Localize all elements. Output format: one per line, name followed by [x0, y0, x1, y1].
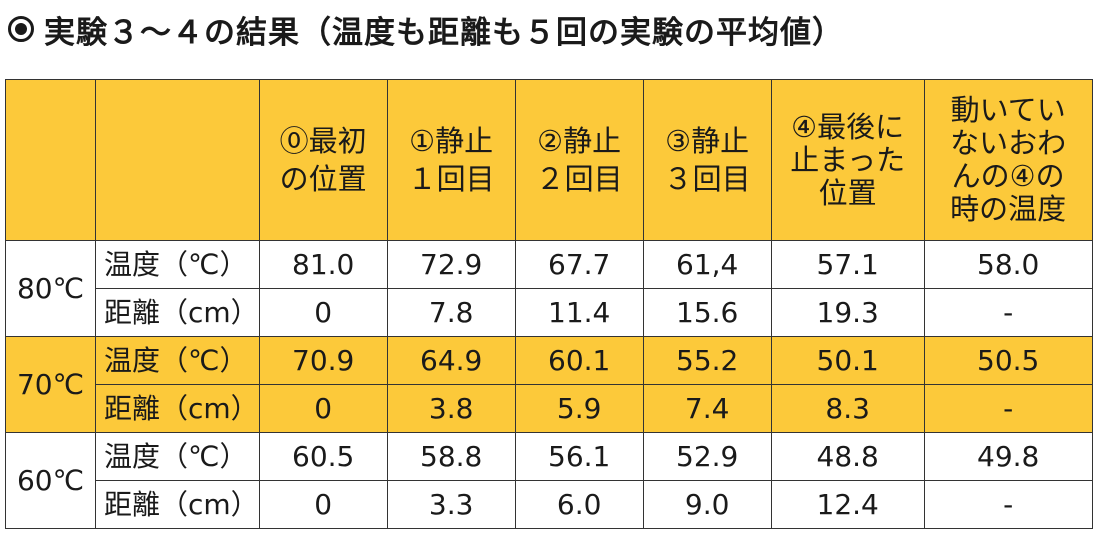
table-cell: 55.2	[642, 336, 772, 385]
table-cell: 5.9	[514, 384, 644, 433]
row-label: 温度（℃）	[104, 439, 248, 473]
table-cell: 64.9	[386, 336, 516, 385]
table-cell: 60.5	[258, 432, 388, 481]
table-cell: 19.3	[770, 288, 925, 337]
group-label: 80℃	[16, 271, 85, 305]
table-row: 距離（cm） 0 3.3 6.0 9.0 12.4-	[6, 480, 1093, 529]
group-label: 70℃	[16, 367, 85, 401]
table-cell: 81.0	[258, 240, 388, 289]
row-label: 距離（cm）	[104, 295, 259, 329]
table-cell: 52.9	[642, 432, 772, 481]
table-cell: 56.1	[514, 432, 644, 481]
table-cell: -	[923, 384, 1093, 433]
table-cell: -	[923, 480, 1093, 529]
table-row: 距離（cm） 0 3.8 5.9 7.4 8.3-	[6, 384, 1093, 433]
row-label-cell: 温度（℃）	[95, 336, 260, 385]
table-cell: 8.3	[770, 384, 925, 433]
group-label: 60℃	[16, 463, 85, 497]
table-cell: -	[923, 288, 1093, 337]
row-label: 温度（℃）	[104, 343, 248, 377]
row-label-cell: 距離（cm）	[95, 480, 260, 529]
header-cell-measure	[95, 79, 260, 241]
row-label-cell: 距離（cm）	[95, 288, 260, 337]
results-table: ⓪最初 の位置 ①静止 １回目 ②静止 ２回目 ③静止 ３回目 ④最後に 止まっ…	[5, 79, 1093, 529]
table-cell: 50.1	[770, 336, 925, 385]
page-title: 実験３～４の結果（温度も距離も５回の実験の平均値）	[8, 4, 844, 54]
row-label: 距離（cm）	[104, 391, 259, 425]
table-cell: 9.0	[642, 480, 772, 529]
group-label-cell: 80℃	[5, 240, 96, 337]
table-cell: 67.7	[514, 240, 644, 289]
header-label-stop-1: ①静止 １回目	[407, 124, 495, 196]
row-label-cell: 距離（cm）	[95, 384, 260, 433]
row-label-cell: 温度（℃）	[95, 432, 260, 481]
table-cell: 70.9	[258, 336, 388, 385]
header-cell-final-position: ④最後に 止まった 位置	[770, 79, 925, 241]
page-title-text: 実験３～４の結果（温度も距離も５回の実験の平均値）	[44, 14, 844, 51]
row-label-cell: 温度（℃）	[95, 240, 260, 289]
row-label: 温度（℃）	[104, 247, 248, 281]
table-body: 80℃ 温度（℃） 81.0 72.9 67.7 61,4 57.1 58.0 距離（cm） 0 7…	[5, 240, 1093, 529]
header-label-static-bowl-temp: 動いてい ないおわ んの④の 時の温度	[950, 93, 1067, 226]
header-cell-stop-2: ②静止 ２回目	[514, 79, 644, 241]
table-row: 距離（cm） 0 7.8 11.4 15.6 19.3-	[6, 288, 1093, 337]
header-label-stop-2: ②静止 ２回目	[535, 124, 623, 196]
table-cell: 58.8	[386, 432, 516, 481]
header-label-stop-3: ③静止 ３回目	[663, 124, 751, 196]
table-cell: 3.3	[386, 480, 516, 529]
table-cell: 3.8	[386, 384, 516, 433]
table-cell: 61,4	[642, 240, 772, 289]
table-row: 70℃ 温度（℃） 70.9 64.9 60.1 55.2 50.1 50.5	[5, 336, 1093, 433]
table-cell: 48.8	[770, 432, 925, 481]
table-row: 60℃ 温度（℃） 60.5 58.8 56.1 52.9 48.8 49.8	[5, 432, 1093, 529]
group-label-cell: 70℃	[5, 336, 96, 433]
header-cell-stop-3: ③静止 ３回目	[642, 79, 772, 241]
table-cell: 0	[258, 288, 388, 337]
table-cell: 50.5	[923, 336, 1093, 385]
bullet-icon	[8, 16, 34, 42]
table-cell: 11.4	[514, 288, 644, 337]
row-label: 距離（cm）	[104, 487, 259, 521]
table-cell: 60.1	[514, 336, 644, 385]
group-label-cell: 60℃	[5, 432, 96, 529]
table-cell: 57.1	[770, 240, 925, 289]
table-cell: 58.0	[923, 240, 1093, 289]
header-label-initial-position: ⓪最初 の位置	[279, 124, 367, 196]
header-cell-stop-1: ①静止 １回目	[386, 79, 516, 241]
header-label-final-position: ④最後に 止まった 位置	[790, 109, 906, 210]
table-cell: 0	[258, 384, 388, 433]
header-cell-initial-position: ⓪最初 の位置	[258, 79, 388, 241]
table-cell: 72.9	[386, 240, 516, 289]
table-cell: 49.8	[923, 432, 1093, 481]
table-cell: 7.4	[642, 384, 772, 433]
table-row: 80℃ 温度（℃） 81.0 72.9 67.7 61,4 57.1 58.0	[5, 240, 1093, 337]
table-cell: 7.8	[386, 288, 516, 337]
table-cell: 0	[258, 480, 388, 529]
table-cell: 15.6	[642, 288, 772, 337]
table-header-row: ⓪最初 の位置 ①静止 １回目 ②静止 ２回目 ③静止 ３回目 ④最後に 止まっ…	[5, 79, 1093, 241]
table-cell: 12.4	[770, 480, 925, 529]
header-cell-group	[5, 79, 96, 241]
header-cell-static-bowl-temp: 動いてい ないおわ んの④の 時の温度	[923, 79, 1093, 241]
table-cell: 6.0	[514, 480, 644, 529]
